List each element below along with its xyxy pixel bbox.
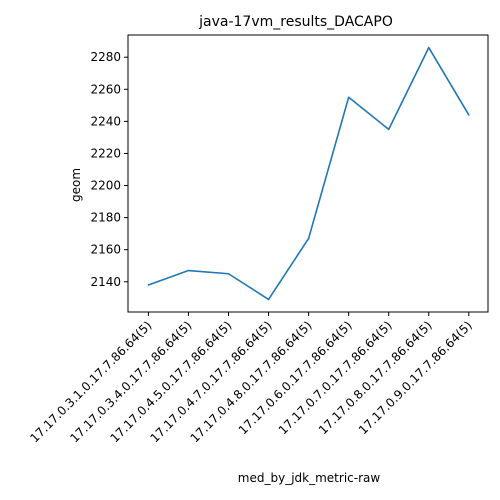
data-point [187, 269, 190, 272]
data-point [227, 272, 230, 275]
series-line [148, 46, 470, 301]
data-point [147, 284, 150, 286]
y-axis-ticks: 2140 2160 2180 2200 2220 2240 2260 2280 [90, 50, 128, 289]
y-tick-label: 2260 [90, 82, 121, 96]
y-tick-label: 2220 [90, 146, 121, 160]
y-tick-label: 2180 [90, 211, 121, 225]
data-point [267, 298, 270, 301]
y-axis-label: geom [69, 168, 83, 202]
y-tick-label: 2160 [90, 243, 121, 257]
data-point [347, 96, 350, 99]
data-point [427, 46, 430, 49]
data-point [387, 128, 390, 131]
plot-frame [127, 34, 489, 313]
y-tick-label: 2280 [90, 50, 121, 64]
data-point [468, 114, 470, 116]
chart-title: java-17vm_results_DACAPO [198, 14, 393, 30]
y-tick-label: 2140 [90, 275, 121, 289]
x-axis-ticks: 17.17.0.3.1.0.17.7.86.64(5)17.17.0.3.4.0… [27, 312, 475, 445]
series-layer [147, 46, 470, 301]
x-axis-label: med_by_jdk_metric-raw [238, 471, 381, 485]
data-point [307, 237, 310, 240]
y-tick-label: 2200 [90, 179, 121, 193]
y-tick-label: 2240 [90, 114, 121, 128]
